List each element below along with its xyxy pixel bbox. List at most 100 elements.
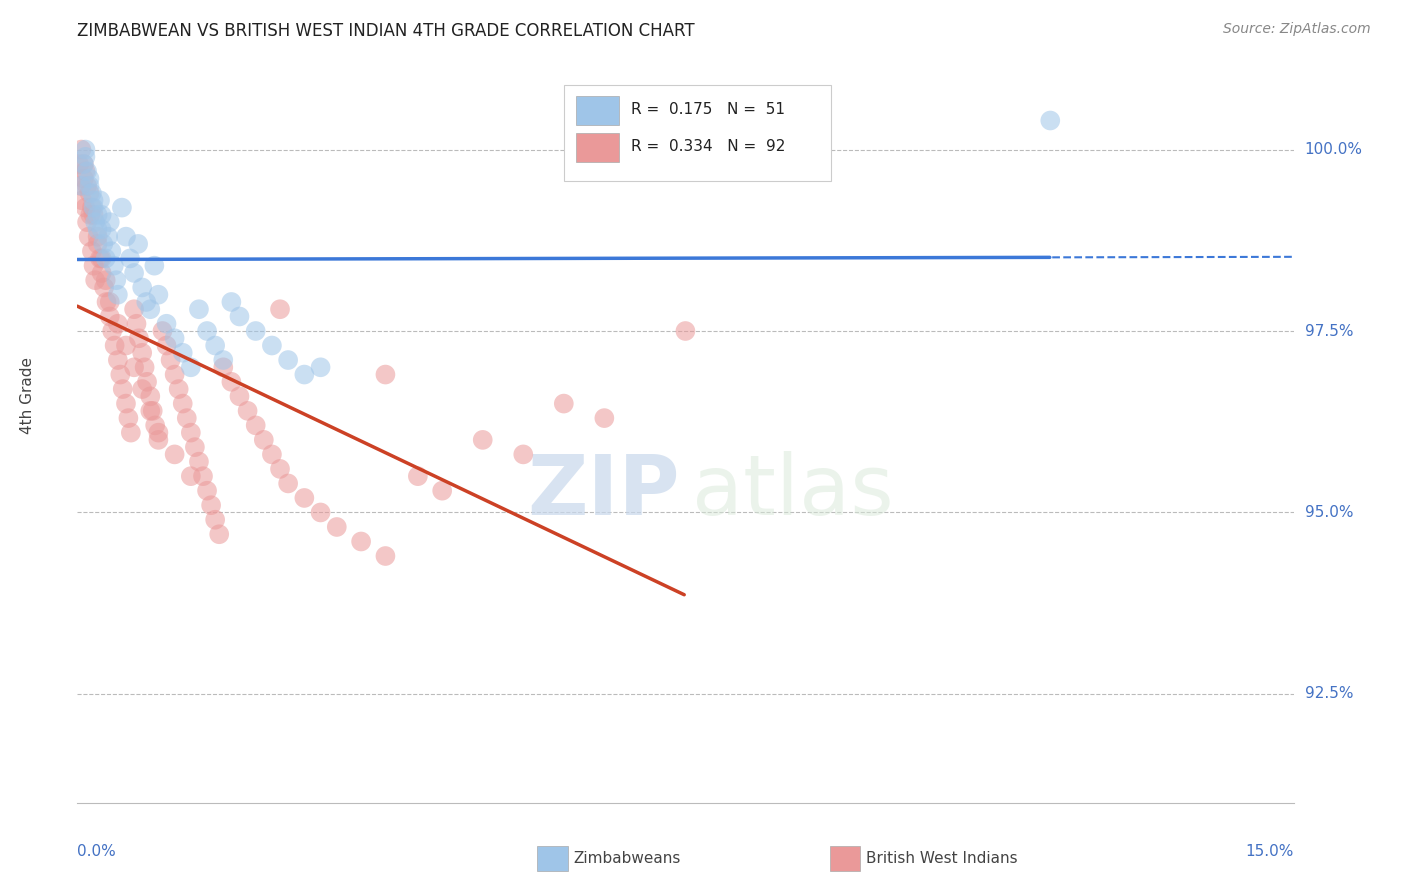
Point (75, 201, 97, 215)
Point (260, 447, 283, 461)
Point (131, 280, 153, 294)
FancyBboxPatch shape (564, 85, 831, 181)
Point (269, 462, 291, 476)
Point (90, 208, 112, 222)
Point (430, 483, 453, 498)
Point (90, 252, 112, 266)
Point (98, 310, 121, 324)
Point (86, 236, 108, 251)
Point (94, 252, 117, 266)
Point (73, 157, 96, 171)
Point (86, 208, 108, 222)
Point (212, 360, 235, 375)
Point (204, 513, 226, 527)
Point (122, 266, 145, 280)
Point (75, 164, 97, 178)
Point (104, 338, 127, 352)
Point (163, 447, 186, 461)
Point (195, 483, 218, 498)
Point (208, 527, 231, 541)
Point (110, 368, 132, 382)
Point (90, 222, 112, 236)
Point (70, 178, 93, 193)
Point (143, 418, 166, 433)
Point (107, 353, 129, 368)
Point (86, 222, 108, 236)
Point (163, 331, 186, 345)
Text: ZIMBABWEAN VS BRITISH WEST INDIAN 4TH GRADE CORRELATION CHART: ZIMBABWEAN VS BRITISH WEST INDIAN 4TH GR… (77, 22, 695, 40)
Point (221, 375, 243, 389)
Point (167, 382, 190, 396)
Point (471, 433, 494, 447)
Point (180, 425, 202, 440)
Text: 0.0%: 0.0% (77, 845, 117, 860)
Point (245, 324, 267, 338)
Point (172, 345, 194, 359)
Point (98, 215, 121, 229)
Point (1039, 113, 1062, 128)
Point (155, 338, 177, 352)
Point (79, 171, 101, 186)
Text: British West Indians: British West Indians (866, 851, 1018, 865)
Point (69, 178, 91, 193)
Point (204, 338, 226, 352)
Point (148, 287, 170, 301)
Point (180, 469, 202, 483)
Point (107, 317, 129, 331)
Point (83, 208, 105, 222)
Text: atlas: atlas (692, 451, 893, 533)
Point (80, 244, 103, 259)
Point (98, 295, 121, 310)
Point (172, 396, 194, 410)
Point (228, 389, 250, 403)
Point (111, 382, 134, 396)
Point (89, 194, 111, 208)
Point (100, 244, 122, 259)
Point (188, 455, 211, 469)
Point (80, 201, 103, 215)
Point (75, 143, 97, 157)
Point (245, 418, 267, 433)
Point (228, 310, 250, 324)
Point (86, 229, 108, 244)
Point (374, 368, 396, 382)
Point (176, 411, 198, 425)
Text: 92.5%: 92.5% (1305, 687, 1353, 701)
Point (73, 171, 96, 186)
Text: R =  0.334   N =  92: R = 0.334 N = 92 (631, 138, 785, 153)
Point (117, 411, 139, 425)
Point (83, 259, 105, 273)
Point (79, 208, 101, 222)
Point (84, 215, 107, 229)
Point (195, 324, 218, 338)
Point (188, 302, 211, 317)
Point (97, 229, 120, 244)
Point (96, 295, 118, 310)
Text: Zimbabweans: Zimbabweans (574, 851, 681, 865)
Point (134, 360, 156, 375)
Point (83, 194, 105, 208)
Point (115, 338, 138, 352)
Point (118, 252, 141, 266)
Text: 4th Grade: 4th Grade (20, 357, 35, 434)
Point (79, 178, 101, 193)
Point (260, 338, 283, 352)
Point (93, 280, 115, 294)
Point (94, 273, 117, 287)
Point (120, 425, 142, 440)
Point (131, 382, 153, 396)
Point (350, 534, 373, 549)
Text: 100.0%: 100.0% (1305, 142, 1362, 157)
Point (374, 549, 396, 563)
Point (111, 201, 134, 215)
Point (105, 273, 128, 287)
Point (593, 411, 616, 425)
Point (84, 273, 107, 287)
Point (70, 143, 93, 157)
Point (125, 317, 148, 331)
Point (180, 360, 202, 375)
Point (90, 266, 112, 280)
Point (139, 302, 162, 317)
Point (148, 425, 170, 440)
Point (67, 157, 90, 171)
